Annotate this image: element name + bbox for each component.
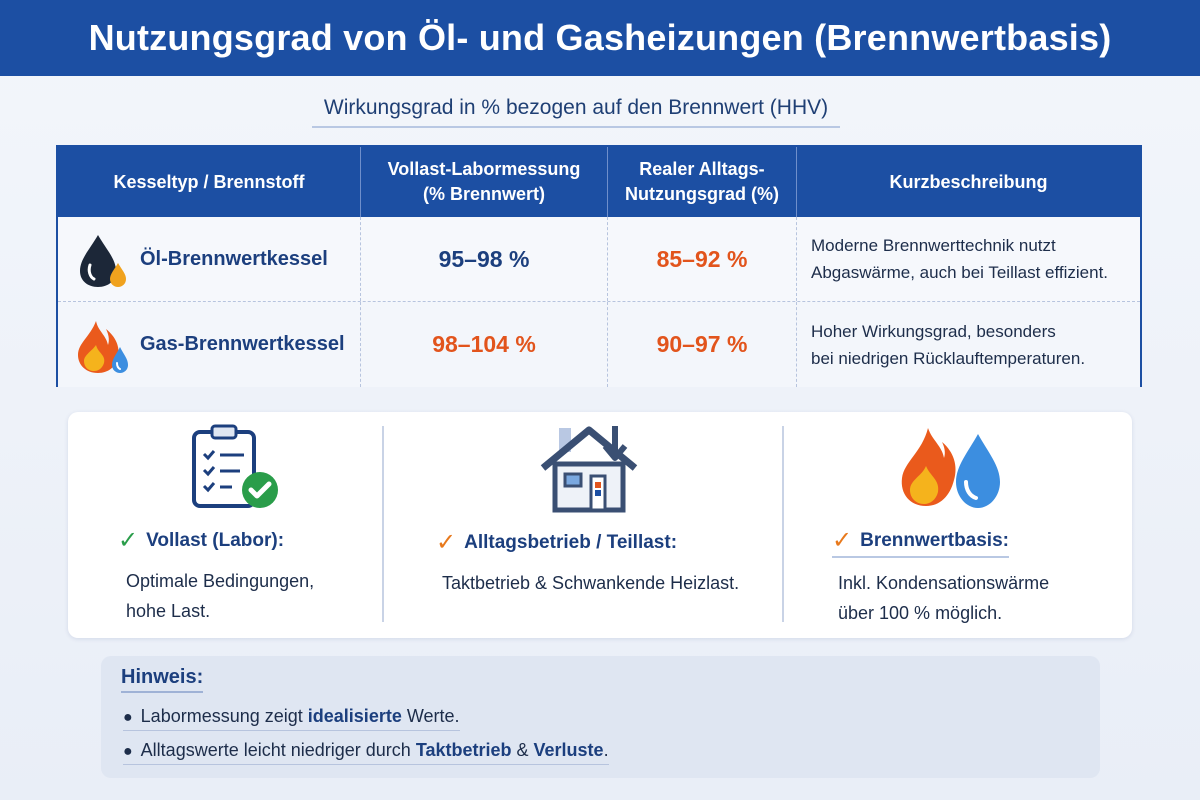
note-line: ● Labormessung zeigt idealisierte Werte. bbox=[123, 706, 460, 731]
bullet-icon: ● bbox=[123, 709, 133, 726]
real-value-cell: 85–92 % bbox=[608, 217, 797, 301]
table-row: Öl-Brennwertkessel 95–98 % 85–92 % Moder… bbox=[58, 217, 1140, 302]
card-divider bbox=[382, 426, 384, 622]
card-title: ✓ Alltagsbetrieb / Teillast: bbox=[436, 529, 678, 556]
note-title: Hinweis: bbox=[121, 666, 204, 693]
oil-drop-icon bbox=[80, 235, 126, 287]
card-text: Inkl. Kondensationswärme über 100 % mögl… bbox=[838, 573, 1050, 623]
card-vollast: ✓ Vollast (Labor): Optimale Bedingungen,… bbox=[68, 412, 384, 638]
efficiency-table: Kesseltyp / Brennstoff Vollast-Labormess… bbox=[56, 145, 1142, 387]
lab-value-cell: 98–104 % bbox=[361, 302, 608, 387]
lab-value-cell: 95–98 % bbox=[361, 217, 608, 301]
table-row: Gas-Brennwertkessel 98–104 % 90–97 % Hoh… bbox=[58, 302, 1140, 387]
note-box: Hinweis: ● Labormessung zeigt idealisier… bbox=[101, 656, 1100, 778]
column-header-kesseltyp: Kesseltyp / Brennstoff bbox=[58, 147, 361, 217]
card-brennwert: ✓ Brennwertbasis: Inkl. Kondensationswär… bbox=[784, 412, 1132, 638]
card-title: ✓ Vollast (Labor): bbox=[118, 527, 285, 554]
column-header-vollast: Vollast-Labormessung (% Brennwert) bbox=[361, 147, 608, 217]
description-cell: Hoher Wirkungsgrad, besonders bei niedrig… bbox=[811, 321, 1086, 368]
gas-flame-icon bbox=[78, 320, 128, 373]
column-header-alltag: Realer Alltags- Nutzungsgrad (%) bbox=[608, 147, 797, 217]
flame-water-icon bbox=[901, 428, 1000, 508]
boiler-type-cell: Öl-Brennwertkessel bbox=[58, 217, 361, 301]
info-cards: ✓ Vollast (Labor): Optimale Bedingungen,… bbox=[68, 412, 1132, 638]
card-text: Taktbetrieb & Schwankende Heizlast. bbox=[442, 573, 740, 593]
card-text: Optimale Bedingungen, hohe Last. bbox=[126, 571, 315, 621]
checkmark-icon: ✓ bbox=[832, 527, 853, 554]
card-divider bbox=[782, 426, 784, 622]
note-line: ● Alltagswerte leicht niedriger durch Ta… bbox=[123, 740, 609, 765]
checkmark-icon: ✓ bbox=[118, 527, 139, 554]
bullet-icon: ● bbox=[123, 743, 133, 760]
column-header-beschreibung: Kurzbeschreibung bbox=[889, 171, 1048, 192]
real-value-cell: 90–97 % bbox=[608, 302, 797, 387]
description-cell: Moderne Brennwerttechnik nutzt Abgaswärme… bbox=[811, 236, 1109, 282]
boiler-type-cell: Gas-Brennwertkessel bbox=[58, 302, 361, 387]
card-title: ✓ Brennwertbasis: bbox=[832, 527, 1009, 558]
checkmark-icon: ✓ bbox=[436, 529, 457, 556]
house-icon bbox=[540, 426, 638, 513]
page-title: Nutzungsgrad von Öl- und Gasheizungen (B… bbox=[0, 0, 1200, 76]
clipboard-check-icon bbox=[192, 424, 278, 508]
subtitle: Wirkungsgrad in % bezogen auf den Brennw… bbox=[312, 94, 840, 128]
card-alltag: ✓ Alltagsbetrieb / Teillast: Taktbetrieb… bbox=[384, 412, 784, 638]
table-header: Kesseltyp / Brennstoff Vollast-Labormess… bbox=[58, 147, 1140, 217]
